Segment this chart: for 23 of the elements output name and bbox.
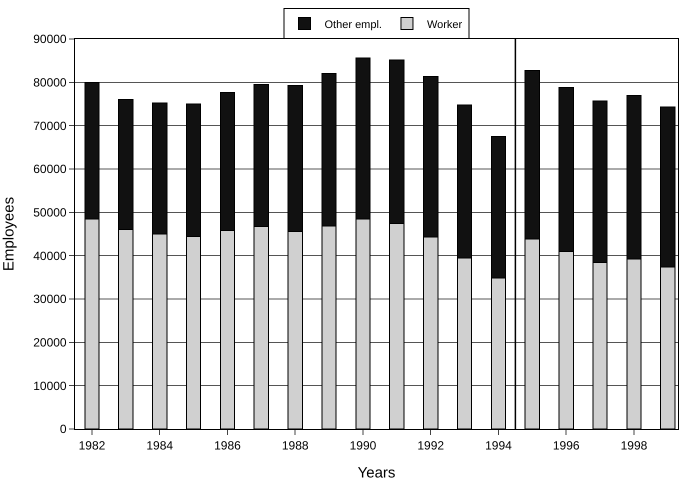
x-tick-label: 1988 xyxy=(282,438,309,452)
y-tick-label: 70000 xyxy=(33,118,67,133)
legend-label: Worker xyxy=(426,18,463,31)
x-tick-label: 1990 xyxy=(350,438,377,452)
y-tick-label: 10000 xyxy=(33,378,67,393)
y-tick-label: 60000 xyxy=(33,162,67,176)
x-tick-label: 1982 xyxy=(78,438,106,452)
y-axis-title: Employees xyxy=(0,196,18,272)
y-tick-label: 50000 xyxy=(33,206,67,220)
x-tick-label: 1998 xyxy=(620,438,648,452)
y-tick-label: 40000 xyxy=(33,248,67,263)
legend-label: Other empl. xyxy=(324,18,382,31)
x-tick-label: 1986 xyxy=(214,438,242,452)
x-tick-label: 1996 xyxy=(552,438,580,452)
x-axis-title: Years xyxy=(358,464,396,482)
y-tick-label: 20000 xyxy=(33,336,67,350)
y-tick-label: 80000 xyxy=(33,76,67,90)
y-tick-label: 90000 xyxy=(33,32,67,46)
x-tick-label: 1992 xyxy=(417,438,444,452)
y-tick-label: 30000 xyxy=(33,292,67,306)
x-tick-label: 1994 xyxy=(485,438,512,452)
y-tick-label: 0 xyxy=(60,422,67,436)
x-tick-label: 1984 xyxy=(146,438,174,452)
